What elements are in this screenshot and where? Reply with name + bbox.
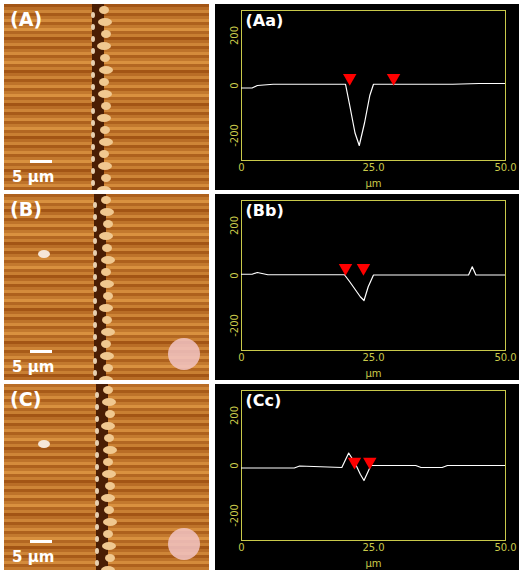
svg-text:50.0: 50.0 <box>494 162 516 173</box>
svg-text:5 µm: 5 µm <box>12 358 54 376</box>
svg-text:50.0: 50.0 <box>494 542 516 553</box>
svg-text:0: 0 <box>238 352 244 363</box>
svg-text:0: 0 <box>238 542 244 553</box>
svg-text:-200: -200 <box>229 504 240 527</box>
svg-text:200: 200 <box>229 26 240 45</box>
svg-text:(C): (C) <box>10 388 41 410</box>
svg-text:0: 0 <box>238 162 244 173</box>
svg-text:0: 0 <box>229 462 240 468</box>
svg-text:50.0: 50.0 <box>494 352 516 363</box>
svg-text:(A): (A) <box>10 8 42 30</box>
svg-text:200: 200 <box>229 216 240 235</box>
svg-text:-200: -200 <box>229 124 240 147</box>
svg-text:5 µm: 5 µm <box>12 548 54 566</box>
svg-text:(Aa): (Aa) <box>246 11 284 30</box>
svg-text:(Cc): (Cc) <box>246 391 282 410</box>
svg-text:0: 0 <box>229 272 240 278</box>
svg-text:0: 0 <box>229 82 240 88</box>
svg-text:25.0: 25.0 <box>362 352 384 363</box>
svg-text:(B): (B) <box>10 198 42 220</box>
svg-text:25.0: 25.0 <box>362 542 384 553</box>
svg-text:25.0: 25.0 <box>362 162 384 173</box>
svg-text:(Bb): (Bb) <box>246 201 284 220</box>
svg-text:µm: µm <box>365 558 381 569</box>
svg-text:-200: -200 <box>229 314 240 337</box>
svg-text:200: 200 <box>229 406 240 425</box>
svg-text:5 µm: 5 µm <box>12 168 54 186</box>
svg-text:µm: µm <box>365 368 381 379</box>
svg-text:µm: µm <box>365 178 381 189</box>
